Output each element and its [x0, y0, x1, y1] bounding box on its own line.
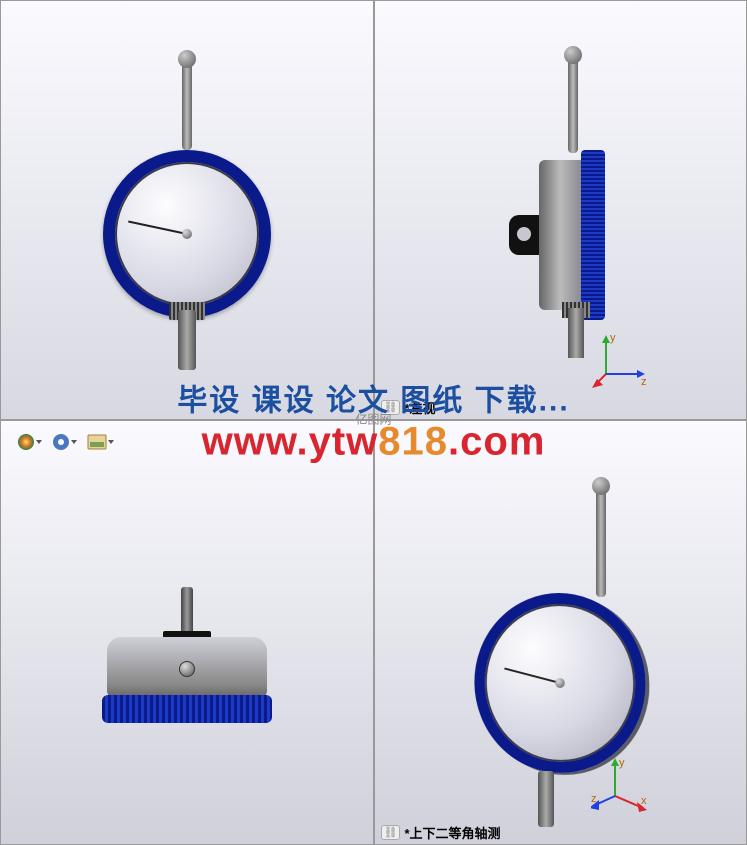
axis-triad[interactable]: y x z — [591, 754, 651, 814]
plunger-bottom — [178, 310, 196, 370]
appearance-icon — [17, 433, 35, 451]
dial-needle — [128, 221, 187, 235]
mounting-lug — [509, 215, 539, 255]
dial-indicator-iso — [440, 473, 700, 833]
bezel-side — [581, 150, 605, 320]
plunger-top — [596, 489, 606, 597]
link-icon: ⛓ — [381, 825, 401, 840]
chevron-down-icon — [71, 440, 77, 444]
scene-icon — [87, 434, 107, 450]
dial-indicator-front — [87, 40, 287, 380]
plunger-top — [182, 60, 192, 150]
plunger-bottom — [538, 771, 554, 827]
case-body — [539, 160, 581, 310]
dial-face — [474, 593, 647, 773]
axis-y-label: y — [610, 332, 616, 344]
viewport-grid: y z ⛓ *左视 — [0, 0, 747, 845]
back-jewel — [179, 661, 195, 677]
dial-pivot — [555, 678, 565, 688]
scene-button[interactable] — [87, 434, 114, 450]
plunger-top — [568, 58, 578, 153]
plunger-bottom — [568, 308, 584, 358]
dial-needle — [505, 667, 561, 683]
dial-pivot — [182, 229, 192, 239]
bezel-top — [102, 695, 272, 723]
chevron-down-icon — [36, 440, 42, 444]
viewport-dimetric[interactable]: y x z ⛓ *上下二等角轴测 — [374, 420, 747, 845]
mini-toolbar — [17, 433, 114, 451]
palette-button[interactable] — [52, 433, 77, 451]
axis-z-label: z — [591, 793, 597, 805]
axis-x-label: x — [641, 795, 647, 807]
viewport-left[interactable]: y z ⛓ *左视 — [374, 0, 747, 420]
appearance-button[interactable] — [17, 433, 42, 451]
link-icon: ⛓ — [381, 400, 401, 415]
axis-triad[interactable]: y z — [591, 329, 651, 389]
palette-icon — [52, 433, 70, 451]
axis-z-label: z — [641, 376, 647, 388]
view-label-dimetric: *上下二等角轴测 — [405, 823, 501, 842]
dial-indicator-top — [87, 563, 287, 743]
axis-y-label: y — [619, 757, 625, 769]
chevron-down-icon — [108, 440, 114, 444]
view-label-left: *左视 — [405, 398, 436, 417]
viewport-front[interactable] — [0, 0, 374, 420]
viewport-top[interactable] — [0, 420, 374, 845]
dial-face — [103, 150, 271, 318]
plunger-top — [181, 587, 193, 637]
